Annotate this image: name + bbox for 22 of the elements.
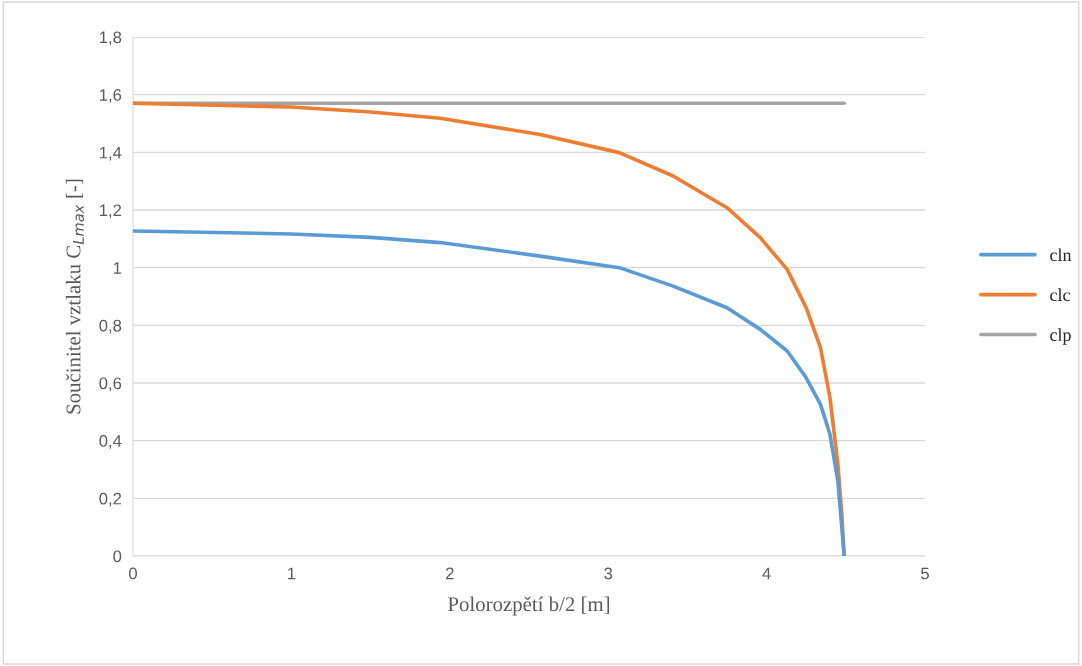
- y-tick-label: 1,2: [99, 204, 122, 219]
- y-tick-label: 1,6: [99, 89, 122, 103]
- x-tick-label: 0: [129, 567, 137, 580]
- y-tick-label: 1,4: [99, 146, 122, 161]
- x-axis-title: Polorozpětí b/2 [m]: [448, 596, 610, 616]
- y-tick-label: 0,6: [99, 377, 122, 392]
- x-tick-label: 1: [288, 567, 296, 580]
- y-tick-label: 1,8: [99, 31, 122, 46]
- x-tick-label: 3: [604, 567, 613, 580]
- x-tick-label: 5: [921, 567, 929, 580]
- y-axis-title: Součinitel vztlaku C$_{Lmax}$ [-]: [65, 179, 84, 414]
- x-tick-label: 4: [762, 567, 771, 580]
- y-tick-label: 0: [113, 550, 122, 563]
- y-tick-label: 0,4: [99, 435, 122, 449]
- y-tick-label: 1: [113, 262, 122, 274]
- y-tick-label: 0,2: [99, 492, 122, 507]
- x-tick-label: 2: [446, 567, 454, 580]
- legend-label: cln: [1050, 248, 1072, 262]
- y-tick-label: 0,8: [99, 319, 122, 334]
- legend-label: clp: [1050, 328, 1071, 345]
- line-series: [133, 229, 847, 556]
- legend-label: clc: [1050, 288, 1070, 302]
